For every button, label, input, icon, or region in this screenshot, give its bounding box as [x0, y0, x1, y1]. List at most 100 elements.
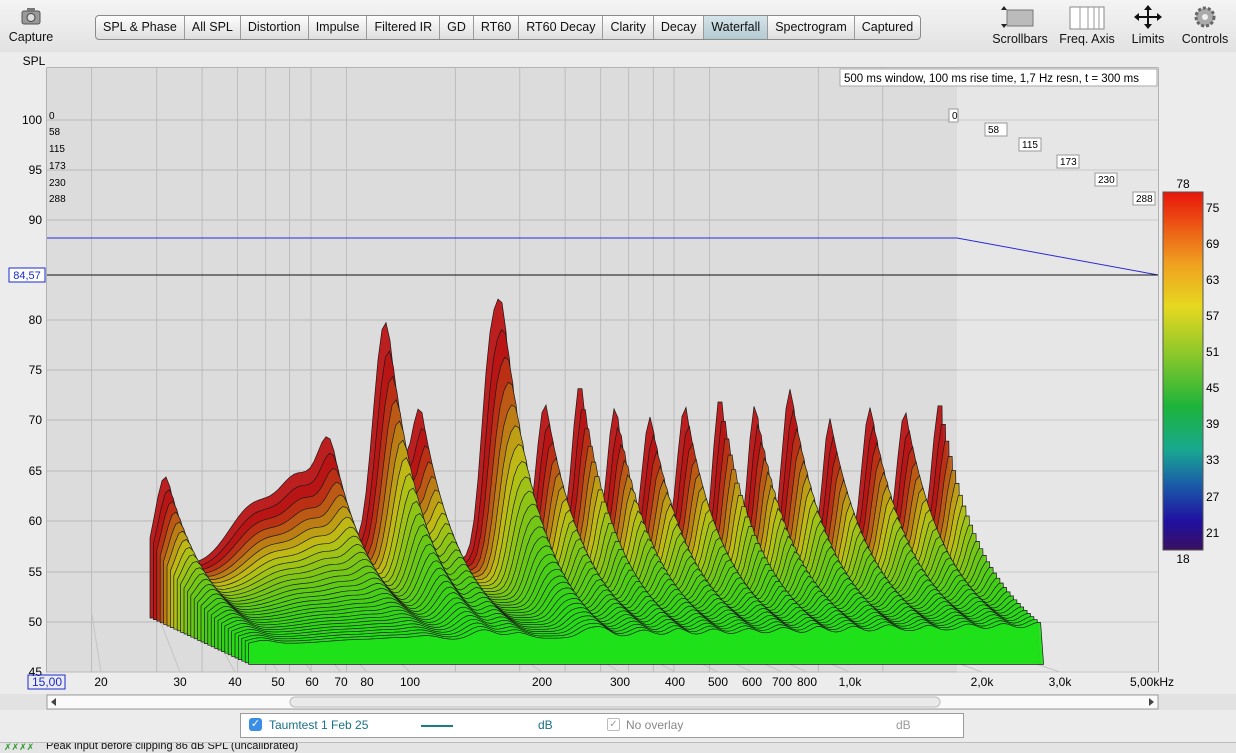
axis-labels: 100 95 90 80 75 70 65 60 55 50 45 SPL 15,00 20 30 40 50 6…: [8, 54, 1220, 690]
overlay-name: No overlay: [626, 718, 684, 732]
tab[interactable]: Waterfall: [704, 16, 769, 39]
y-tick-label: 95: [29, 163, 43, 177]
legend-bar: ✓ Taumtest 1 Feb 25 dB ✓ No overlay dB: [240, 713, 964, 738]
tab[interactable]: Distortion: [241, 16, 309, 39]
time-tick-box: [1056, 154, 1080, 169]
tool-label: Limits: [1131, 32, 1165, 46]
time-tick-label: 230: [1098, 175, 1115, 186]
colorbar-tick-label: 21: [1206, 526, 1220, 540]
x-tick-label: 80: [360, 675, 374, 689]
tab[interactable]: SPL & Phase: [96, 16, 185, 39]
time-tick-label: 288: [49, 194, 66, 205]
colorbar-tick-label: 33: [1206, 453, 1220, 467]
scrollbars-button[interactable]: Scrollbars: [985, 4, 1055, 46]
tool-label: Controls: [1181, 32, 1229, 46]
time-tick-box: [984, 122, 1008, 137]
time-tick-label: 173: [1060, 157, 1077, 168]
measurement-unit: dB: [538, 718, 553, 732]
tab[interactable]: Filtered IR: [367, 16, 441, 39]
status-text: Peak input before clipping 86 dB SPL (un…: [46, 742, 299, 752]
tab[interactable]: GD: [440, 16, 474, 39]
capture-label: Capture: [8, 30, 54, 44]
measurement-checkbox[interactable]: ✓: [249, 718, 262, 731]
colorbar-tick-label: 27: [1206, 490, 1220, 504]
time-tick-label: 230: [49, 178, 66, 189]
limits-button[interactable]: Limits: [1113, 4, 1183, 46]
tab[interactable]: Impulse: [309, 16, 368, 39]
colorbar-tick-label: 57: [1206, 309, 1220, 323]
tab[interactable]: Clarity: [603, 16, 654, 39]
controls-icon: [1194, 6, 1216, 28]
x-tick-label: 2,0k: [971, 675, 995, 689]
time-tick-box: [948, 108, 959, 123]
y-axis-title: SPL: [23, 54, 46, 68]
tab-bar: SPL & Phase All SPL Distortion Impulse Filte…: [95, 15, 922, 40]
capture-button[interactable]: Capture: [0, 4, 66, 44]
toolbar: Capture SPL & Phase All SPL Distortion Impu…: [0, 0, 1236, 52]
x-tick-label: 20: [94, 675, 108, 689]
y-tick-label: 55: [29, 565, 43, 579]
scrollbar-thumb[interactable]: [289, 696, 941, 708]
waterfall-slice: [248, 622, 1044, 665]
x-tick-label: 1,0k: [839, 675, 863, 689]
time-tick-label: 173: [49, 161, 66, 172]
colorbar-tick-label: 78: [1176, 177, 1190, 191]
time-tick-label: 0: [49, 111, 55, 122]
tab[interactable]: RT60 Decay: [519, 16, 604, 39]
colorbar-tick-label: 39: [1206, 417, 1220, 431]
time-tick-box: [1094, 172, 1118, 187]
x-tick-label: 500: [708, 675, 728, 689]
y-tick-label: 75: [29, 363, 43, 377]
cursor-value-box: [8, 267, 46, 283]
colorbar-tick-label: 69: [1206, 237, 1220, 251]
info-box: [839, 68, 1158, 87]
time-tick-label: 58: [988, 125, 1000, 136]
tab[interactable]: RT60: [474, 16, 520, 39]
x-tick-label: 30: [173, 675, 187, 689]
colorbar-tick-label: 63: [1206, 273, 1220, 287]
info-text: 500 ms window, 100 ms rise time, 1,7 Hz …: [844, 73, 1139, 85]
x-tick-label: 700: [772, 675, 792, 689]
tab[interactable]: Decay: [654, 16, 705, 39]
time-tick-label: 115: [1022, 140, 1038, 151]
x-start-box: [27, 674, 66, 690]
status-bar: ✗✗✗✗ Peak input before clipping 86 dB SP…: [0, 742, 1236, 753]
y-tick-label: 80: [29, 313, 43, 327]
colorbar-tick-label: 75: [1206, 201, 1220, 215]
x-tick-label: 200: [532, 675, 552, 689]
freq-axis-button[interactable]: Freq. Axis: [1052, 4, 1122, 46]
waterfall-graph: 100 95 90 80 75 70 65 60 55 50 45 SPL 15,00 20 30 40 50 6…: [0, 54, 1236, 710]
colorbar-tick-label: 51: [1206, 345, 1220, 359]
measurement-swatch: [421, 725, 453, 727]
x-tick-label: 300: [610, 675, 630, 689]
x-tick-label: 50: [271, 675, 285, 689]
time-tick-label: 288: [1136, 194, 1153, 205]
measurement-name: Taumtest 1 Feb 25: [269, 718, 369, 732]
camera-icon: [21, 8, 41, 25]
limits-icon: [1134, 5, 1162, 29]
controls-button[interactable]: Controls: [1170, 4, 1236, 46]
y-tick-label: 90: [29, 213, 43, 227]
colorbar-tick-label: 18: [1176, 552, 1190, 566]
waterfall-surface: [149, 298, 1044, 665]
time-tick-label: 58: [49, 127, 61, 138]
time-tick-label: 0: [952, 111, 958, 122]
y-tick-label: 50: [29, 615, 43, 629]
x-tick-label: 40: [228, 675, 242, 689]
cursor-value: 84,57: [13, 270, 41, 282]
tab[interactable]: All SPL: [185, 16, 241, 39]
overlay-line: [47, 237, 1159, 276]
x-tick-label: 600: [742, 675, 762, 689]
tab[interactable]: Spectrogram: [768, 16, 855, 39]
tool-label: Freq. Axis: [1059, 32, 1115, 46]
overlay-unit: dB: [896, 718, 911, 732]
x-tick-label: 400: [665, 675, 685, 689]
x-tick-label: 70: [334, 675, 348, 689]
tab[interactable]: Captured: [861, 20, 914, 34]
colorbar-tick-label: 45: [1206, 381, 1220, 395]
overlay-checkbox[interactable]: ✓: [607, 718, 620, 731]
freq-axis-icon: [1069, 6, 1105, 30]
time-tick-box: [1018, 137, 1042, 152]
